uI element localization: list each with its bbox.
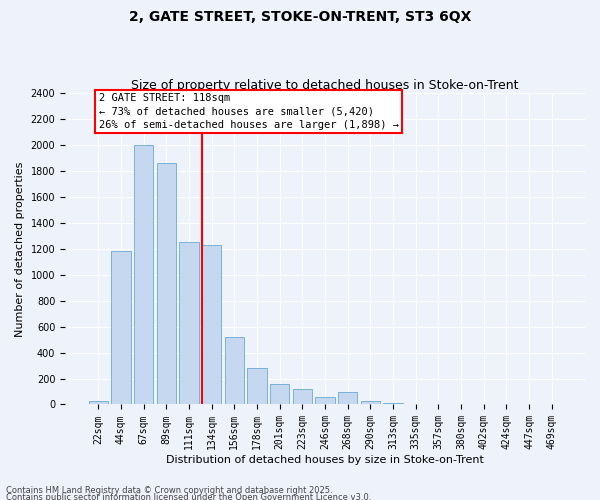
Bar: [383, 403, 403, 404]
Text: Contains public sector information licensed under the Open Government Licence v3: Contains public sector information licen…: [6, 494, 371, 500]
Text: Contains HM Land Registry data © Crown copyright and database right 2025.: Contains HM Land Registry data © Crown c…: [6, 486, 332, 495]
Bar: [361, 400, 380, 404]
Text: 2 GATE STREET: 118sqm
← 73% of detached houses are smaller (5,420)
26% of semi-d: 2 GATE STREET: 118sqm ← 73% of detached …: [98, 93, 398, 130]
Bar: [134, 145, 153, 405]
Bar: [202, 245, 221, 404]
Bar: [179, 242, 199, 404]
Bar: [293, 389, 312, 404]
Bar: [224, 337, 244, 404]
Text: 2, GATE STREET, STOKE-ON-TRENT, ST3 6QX: 2, GATE STREET, STOKE-ON-TRENT, ST3 6QX: [129, 10, 471, 24]
Bar: [270, 384, 289, 404]
X-axis label: Distribution of detached houses by size in Stoke-on-Trent: Distribution of detached houses by size …: [166, 455, 484, 465]
Bar: [338, 392, 358, 404]
Bar: [157, 163, 176, 404]
Bar: [89, 400, 108, 404]
Title: Size of property relative to detached houses in Stoke-on-Trent: Size of property relative to detached ho…: [131, 79, 519, 92]
Bar: [112, 252, 131, 404]
Y-axis label: Number of detached properties: Number of detached properties: [15, 161, 25, 336]
Bar: [247, 368, 266, 405]
Bar: [316, 396, 335, 404]
